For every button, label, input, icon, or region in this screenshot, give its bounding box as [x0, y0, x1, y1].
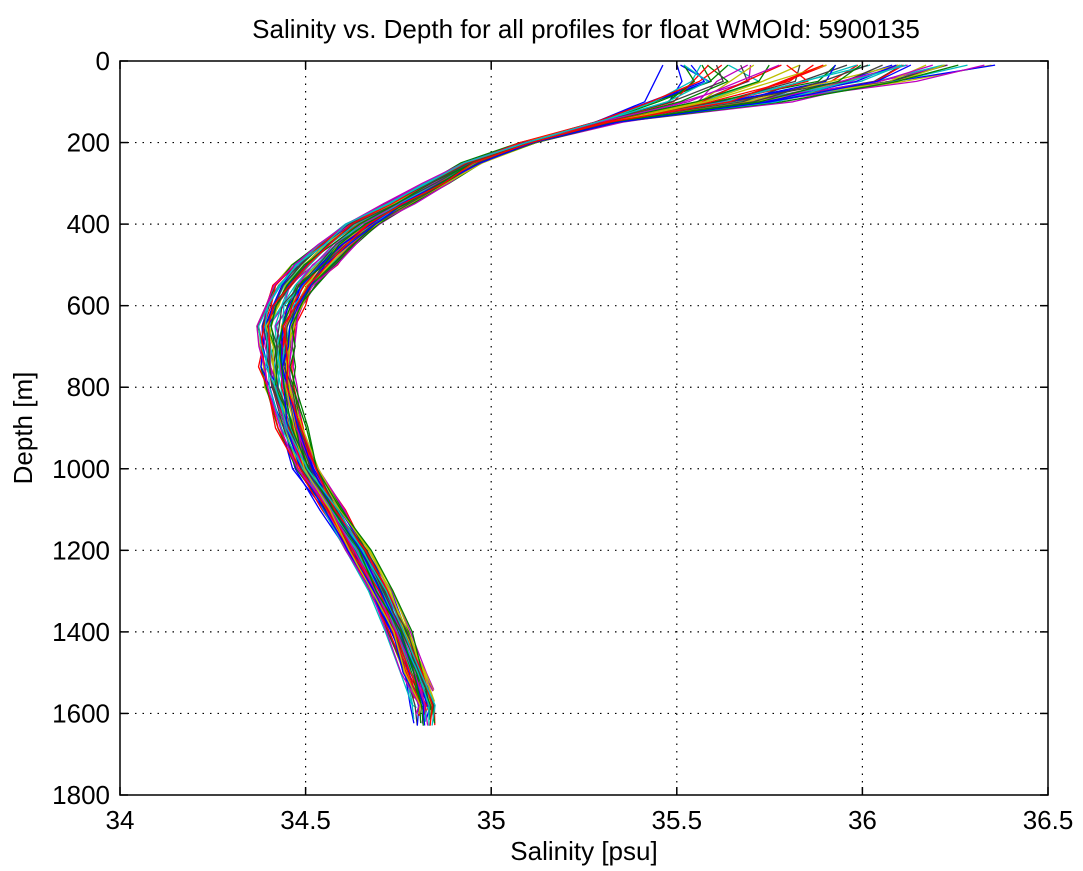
profile-line — [268, 64, 968, 722]
x-axis-label: Salinity [psu] — [510, 836, 657, 866]
profile-line — [262, 64, 724, 708]
profile-line — [265, 64, 749, 707]
profile-line — [274, 64, 899, 726]
profile-line — [257, 64, 837, 710]
profile-lines — [256, 64, 996, 726]
profile-line — [262, 64, 893, 717]
profile-line — [283, 64, 709, 726]
y-tick-label: 800 — [67, 372, 110, 402]
profile-line — [282, 64, 824, 726]
profile-line — [279, 64, 729, 693]
profile-line — [256, 64, 780, 723]
x-tick-label: 34.5 — [280, 805, 331, 835]
x-tick-label: 35.5 — [651, 805, 702, 835]
profile-line — [266, 64, 859, 710]
profile-line — [268, 64, 827, 715]
profile-line — [270, 64, 848, 718]
profile-line — [262, 64, 908, 696]
profile-line — [285, 64, 729, 695]
profile-line — [268, 65, 752, 714]
y-tick-label: 1400 — [52, 617, 110, 647]
profile-line — [276, 64, 902, 724]
x-tick-label: 34 — [106, 805, 135, 835]
y-tick-label: 1200 — [52, 535, 110, 565]
profile-line — [291, 64, 695, 721]
plot-frame — [119, 60, 1049, 796]
profile-line — [260, 64, 814, 716]
y-tick-label: 600 — [67, 291, 110, 321]
profile-line — [266, 64, 712, 720]
profile-line — [283, 64, 827, 715]
profile-line — [256, 64, 801, 705]
profile-line — [257, 64, 907, 726]
profile-line — [278, 64, 862, 726]
profile-line — [291, 64, 782, 695]
profile-line — [265, 64, 755, 715]
profile-line — [283, 64, 869, 699]
x-tick-label: 36 — [848, 805, 877, 835]
x-tick-label: 36.5 — [1023, 805, 1074, 835]
profile-line — [286, 64, 749, 697]
profile-line — [267, 64, 809, 718]
profile-line — [280, 64, 705, 707]
profile-line — [280, 64, 836, 726]
y-tick-label: 1600 — [52, 698, 110, 728]
grid-lines — [120, 61, 1048, 795]
x-axis-ticks: 34 34.5 35 35.5 36 36.5 — [106, 61, 1074, 835]
profile-line — [262, 64, 710, 724]
profile-line — [265, 64, 857, 713]
profile-line — [277, 64, 901, 702]
y-tick-label: 200 — [67, 128, 110, 158]
profile-line — [266, 64, 945, 724]
y-tick-label: 1800 — [52, 780, 110, 810]
profile-line — [276, 64, 760, 709]
chart-title: Salinity vs. Depth for all profiles for … — [252, 14, 920, 44]
y-axis-ticks: 0 200 400 600 800 1000 1200 1400 1600 1800 — [52, 46, 1048, 810]
profile-line — [281, 64, 912, 726]
y-tick-label: 0 — [96, 46, 110, 76]
profile-line — [257, 64, 723, 713]
y-tick-label: 1000 — [52, 454, 110, 484]
profile-line — [260, 64, 996, 716]
profile-line — [267, 64, 927, 692]
profile-line — [280, 64, 871, 720]
y-tick-label: 400 — [67, 209, 110, 239]
profile-line — [272, 64, 883, 726]
y-axis-label: Depth [m] — [8, 372, 38, 485]
profile-line — [264, 64, 709, 726]
profile-line — [265, 64, 801, 698]
x-tick-label: 35 — [477, 805, 506, 835]
